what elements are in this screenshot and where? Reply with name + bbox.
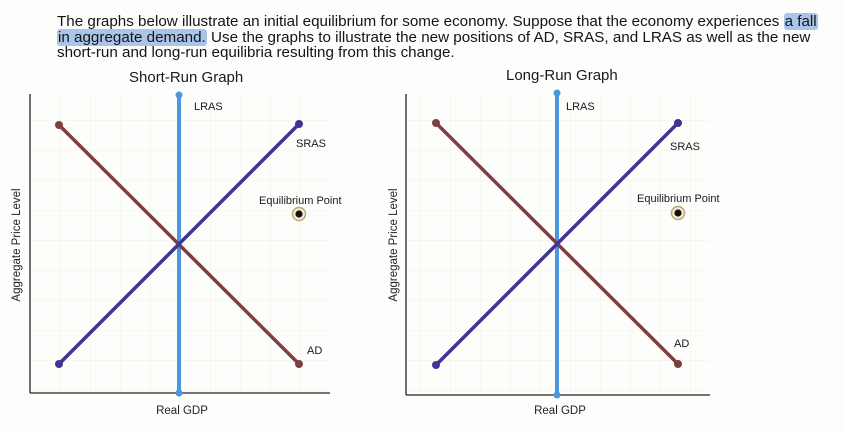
short-run-eq-label: Equilibrium Point — [259, 195, 342, 207]
short-run-sras-label: SRAS — [296, 138, 326, 150]
long-run-equilibrium-point-icon[interactable] — [670, 205, 686, 221]
prompt-highlight-2: in aggregate demand. — [57, 28, 207, 46]
short-run-ylabel: Aggregate Price Level — [11, 188, 23, 301]
long-run-sras-curve[interactable] — [432, 119, 682, 369]
long-run-eq-label: Equilibrium Point — [637, 193, 720, 205]
long-run-ad-label: AD — [674, 338, 689, 350]
question-prompt: The graphs below illustrate an initial e… — [57, 13, 837, 61]
long-run-xlabel: Real GDP — [534, 405, 586, 417]
short-run-equilibrium-point-icon[interactable] — [291, 206, 307, 222]
long-run-sras-label: SRAS — [670, 141, 700, 153]
short-run-ad-label: AD — [307, 345, 322, 357]
long-run-ylabel: Aggregate Price Level — [388, 188, 400, 301]
long-run-title: Long-Run Graph — [506, 67, 618, 84]
long-run-graph: Aggregate Price Level Real GDP LRAS AD S… — [388, 89, 720, 417]
short-run-graph: Aggregate Price Level Real GDP LRAS AD S… — [11, 91, 342, 417]
prompt-text-2: Use the graphs to illustrate the new pos… — [57, 28, 811, 61]
short-run-title: Short-Run Graph — [129, 69, 244, 86]
prompt-highlight-1: a fall — [783, 13, 818, 30]
short-run-lras-label: LRAS — [194, 101, 223, 113]
short-run-xlabel: Real GDP — [156, 405, 208, 417]
short-run-sras-curve[interactable] — [55, 120, 303, 368]
prompt-text-1: The graphs below illustrate an initial e… — [57, 13, 784, 30]
long-run-lras-label: LRAS — [566, 101, 595, 113]
